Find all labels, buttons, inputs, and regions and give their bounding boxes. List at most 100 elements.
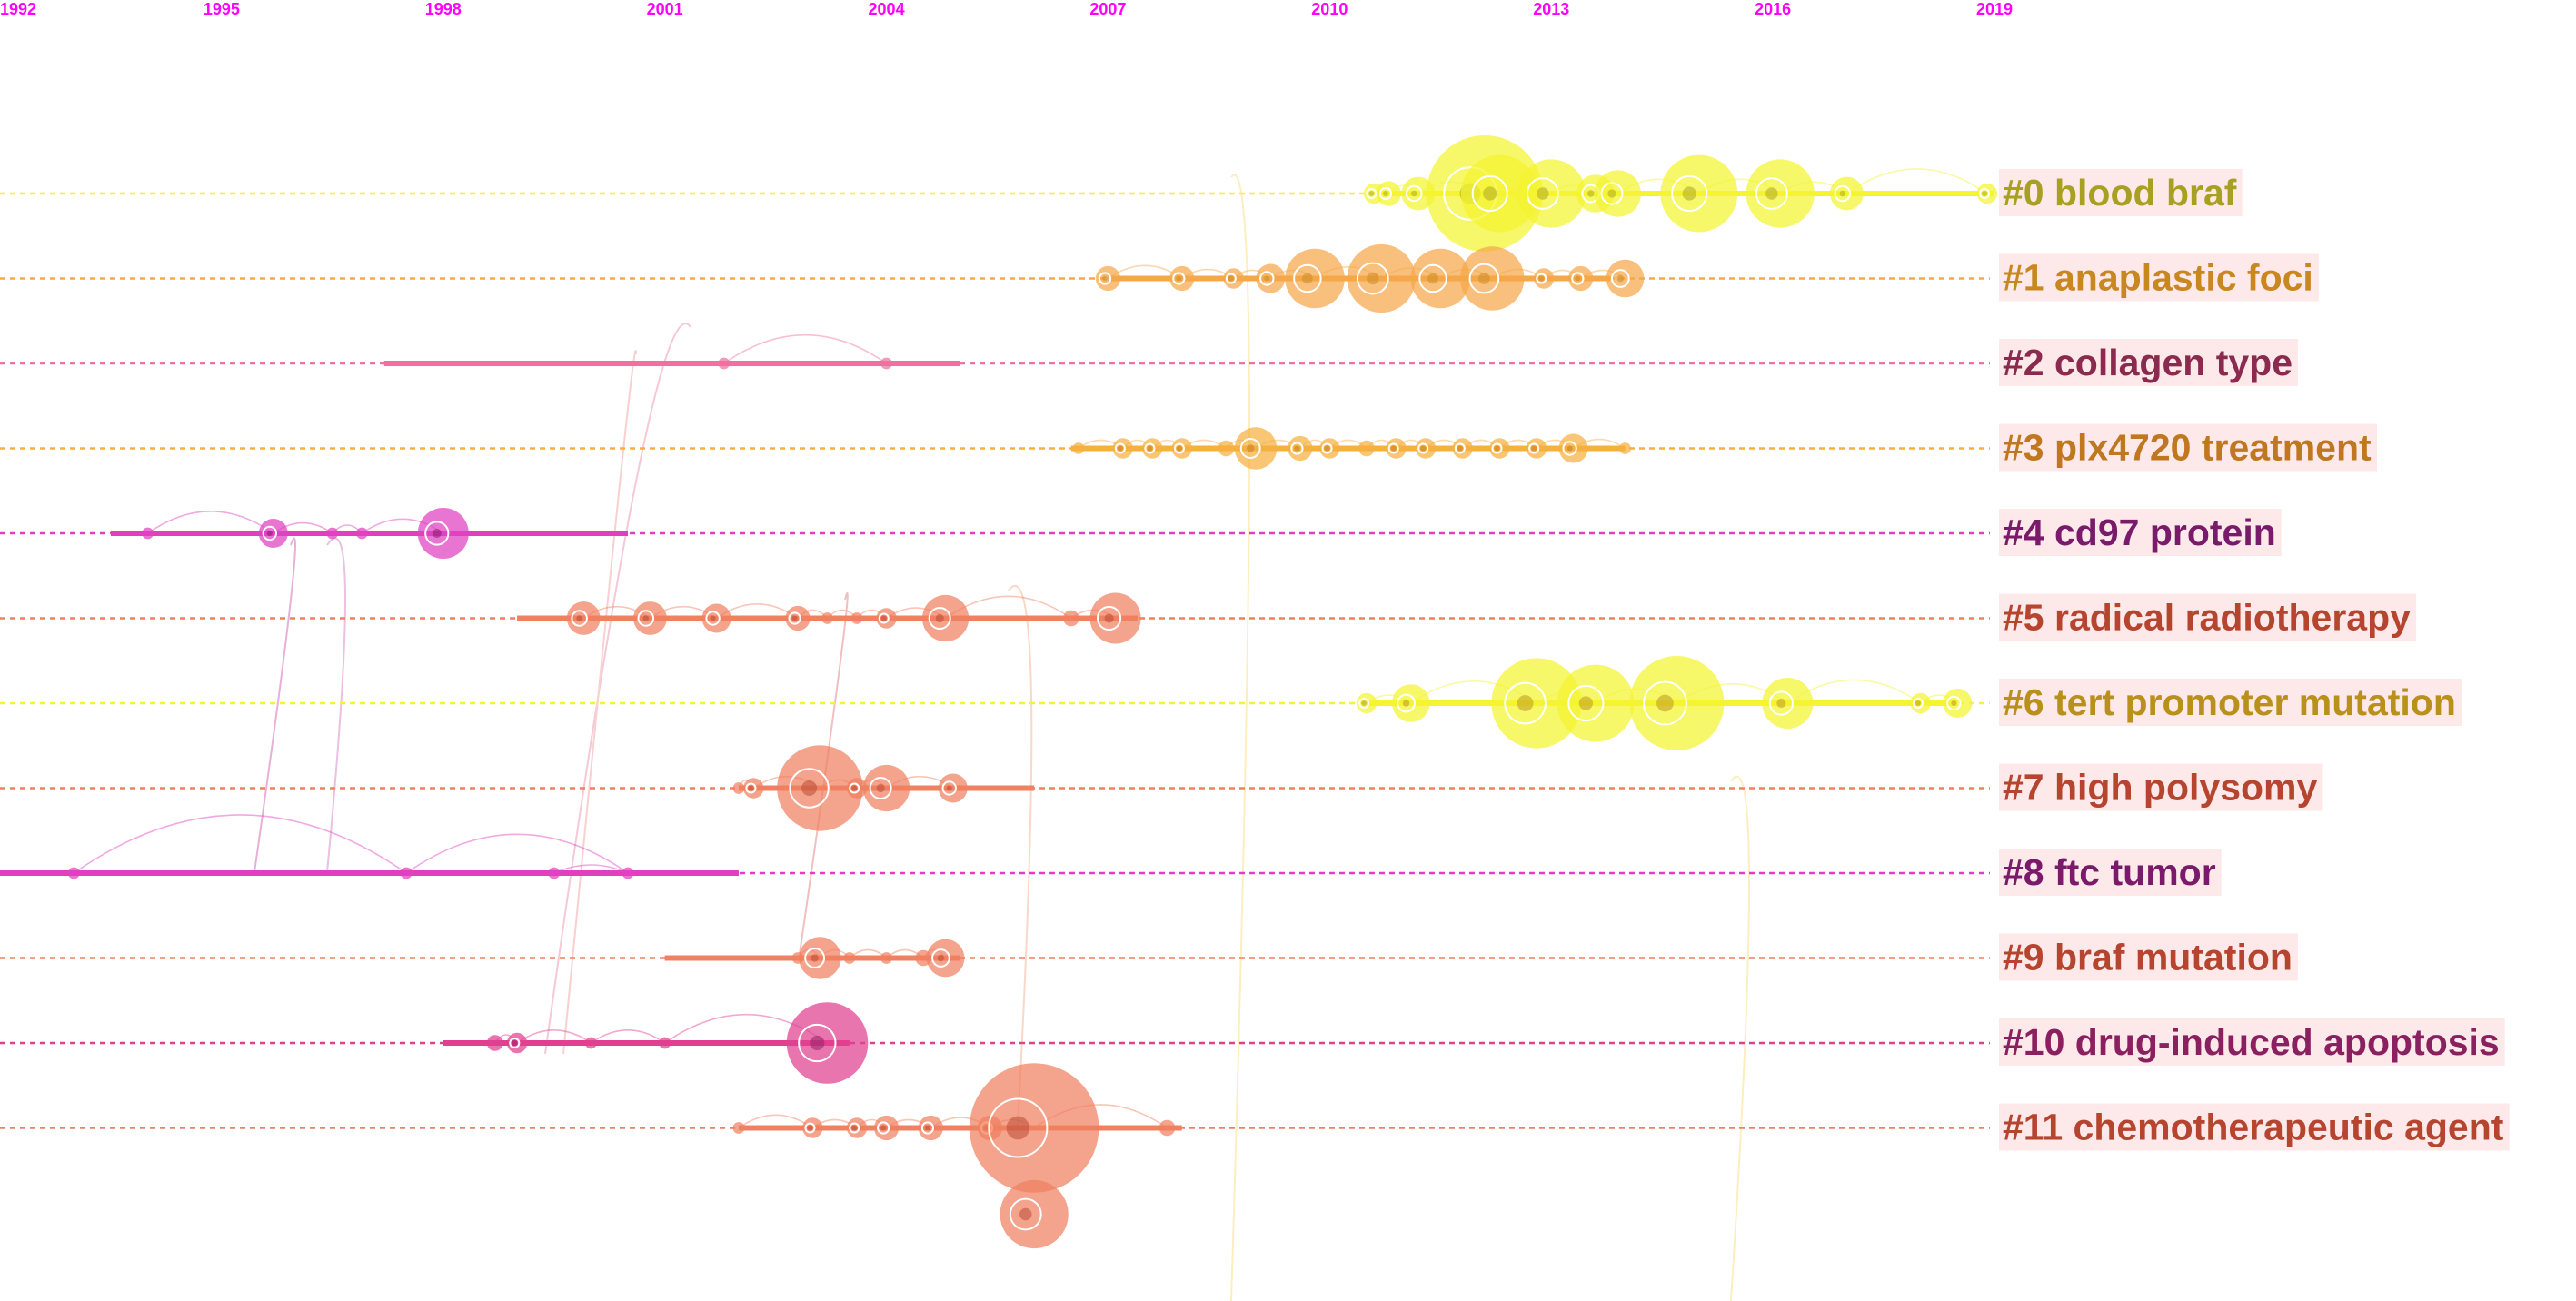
- citation-node[interactable]: [1169, 265, 1195, 292]
- citation-node-ring: [1378, 186, 1393, 201]
- citation-node[interactable]: [1159, 1119, 1176, 1137]
- citation-node[interactable]: [142, 527, 154, 540]
- citation-arc: [1845, 168, 1988, 194]
- citation-node-core: [1839, 190, 1846, 197]
- citation-node-core: [1117, 445, 1123, 452]
- citation-node[interactable]: [566, 601, 601, 635]
- citation-node[interactable]: [785, 605, 811, 631]
- citation-node[interactable]: [786, 1002, 869, 1084]
- citation-node-ring: [941, 780, 957, 796]
- citation-node-ring: [1454, 442, 1466, 454]
- citation-node[interactable]: [850, 612, 863, 624]
- citation-node[interactable]: [701, 603, 731, 633]
- citation-node[interactable]: [732, 1122, 745, 1134]
- citation-node[interactable]: [1072, 442, 1085, 454]
- citation-node[interactable]: [1746, 159, 1815, 228]
- citation-node[interactable]: [584, 1037, 597, 1049]
- citation-node[interactable]: [1619, 442, 1631, 454]
- citation-node-ring: [1417, 442, 1429, 454]
- citation-node[interactable]: [258, 519, 288, 548]
- citation-node[interactable]: [1095, 265, 1121, 292]
- citation-node[interactable]: [1347, 243, 1416, 313]
- citation-node[interactable]: [880, 357, 892, 370]
- cross-link: [1730, 775, 1750, 1301]
- cluster-label-text: #1 anaplastic foci: [2003, 257, 2313, 299]
- citation-node[interactable]: [486, 1035, 503, 1051]
- citation-node[interactable]: [1568, 265, 1594, 292]
- citation-node[interactable]: [1401, 176, 1436, 211]
- citation-node[interactable]: [1491, 658, 1582, 749]
- citation-node[interactable]: [926, 939, 965, 978]
- citation-arc: [147, 511, 274, 534]
- cluster-row: [0, 656, 1990, 750]
- citation-node[interactable]: [1762, 678, 1814, 729]
- citation-node[interactable]: [1410, 248, 1471, 309]
- citation-node-ring: [571, 610, 588, 627]
- citation-node[interactable]: [417, 508, 469, 559]
- citation-node[interactable]: [1285, 248, 1345, 309]
- citation-node[interactable]: [1062, 610, 1079, 627]
- citation-node[interactable]: [1000, 1179, 1069, 1249]
- citation-node-ring: [878, 612, 890, 624]
- citation-node-ring: [1536, 273, 1547, 284]
- citation-node-core: [1982, 191, 1988, 196]
- citation-node[interactable]: [1594, 170, 1641, 217]
- citation-node-ring: [1098, 272, 1112, 285]
- citation-node-core: [1538, 275, 1545, 282]
- citation-node[interactable]: [862, 764, 910, 812]
- citation-node[interactable]: [1459, 246, 1525, 311]
- citation-node[interactable]: [1234, 427, 1278, 470]
- citation-node[interactable]: [1256, 263, 1286, 293]
- citation-node-ring: [928, 606, 951, 631]
- citation-node[interactable]: [355, 527, 368, 540]
- citation-node[interactable]: [1943, 689, 1973, 718]
- citation-node[interactable]: [633, 601, 667, 635]
- year-tick-label: 2010: [1311, 0, 1348, 18]
- citation-node-core: [1578, 696, 1594, 710]
- citation-node[interactable]: [1558, 433, 1588, 463]
- cluster-label: #6 tert promoter mutation: [1999, 679, 2462, 726]
- cross-link: [1008, 585, 1033, 1127]
- citation-node[interactable]: [1358, 440, 1375, 457]
- citation-node[interactable]: [1629, 656, 1725, 750]
- citation-node[interactable]: [799, 937, 841, 979]
- citation-node[interactable]: [1517, 159, 1586, 228]
- citation-node[interactable]: [938, 773, 968, 803]
- citation-node-core: [1682, 186, 1696, 201]
- citation-node[interactable]: [718, 357, 731, 370]
- citation-node[interactable]: [918, 1115, 943, 1141]
- citation-node[interactable]: [1376, 181, 1401, 206]
- citation-node-ring: [798, 1023, 837, 1063]
- citation-node[interactable]: [1606, 259, 1645, 298]
- citation-node[interactable]: [777, 745, 863, 831]
- cluster-row: [0, 1002, 1990, 1084]
- citation-node[interactable]: [622, 867, 634, 879]
- citation-node[interactable]: [1660, 154, 1738, 233]
- citation-node[interactable]: [326, 527, 339, 540]
- citation-node[interactable]: [548, 867, 561, 879]
- cluster-label-text: #4 cd97 protein: [2003, 511, 2276, 553]
- citation-node-ring: [1567, 684, 1605, 722]
- citation-node[interactable]: [1391, 684, 1430, 722]
- citation-node-core: [851, 1125, 858, 1131]
- citation-node[interactable]: [1830, 176, 1864, 211]
- citation-node[interactable]: [873, 1115, 900, 1141]
- citation-node[interactable]: [1460, 154, 1538, 233]
- citation-node[interactable]: [969, 1063, 1099, 1193]
- citation-node[interactable]: [1288, 435, 1313, 462]
- citation-node[interactable]: [67, 867, 80, 879]
- citation-node[interactable]: [1089, 592, 1141, 644]
- citation-arc: [553, 864, 629, 874]
- citation-node[interactable]: [400, 867, 413, 879]
- citation-node[interactable]: [1218, 440, 1235, 457]
- citation-node[interactable]: [659, 1037, 671, 1049]
- citation-node[interactable]: [1557, 664, 1635, 742]
- citation-node[interactable]: [732, 782, 745, 794]
- citation-node[interactable]: [821, 612, 833, 624]
- citation-node[interactable]: [880, 952, 892, 964]
- citation-node[interactable]: [843, 952, 856, 964]
- citation-node[interactable]: [921, 594, 970, 642]
- cluster-label-background: [1999, 423, 2378, 472]
- citation-node-core: [1402, 700, 1410, 707]
- citation-node-core: [1390, 445, 1397, 452]
